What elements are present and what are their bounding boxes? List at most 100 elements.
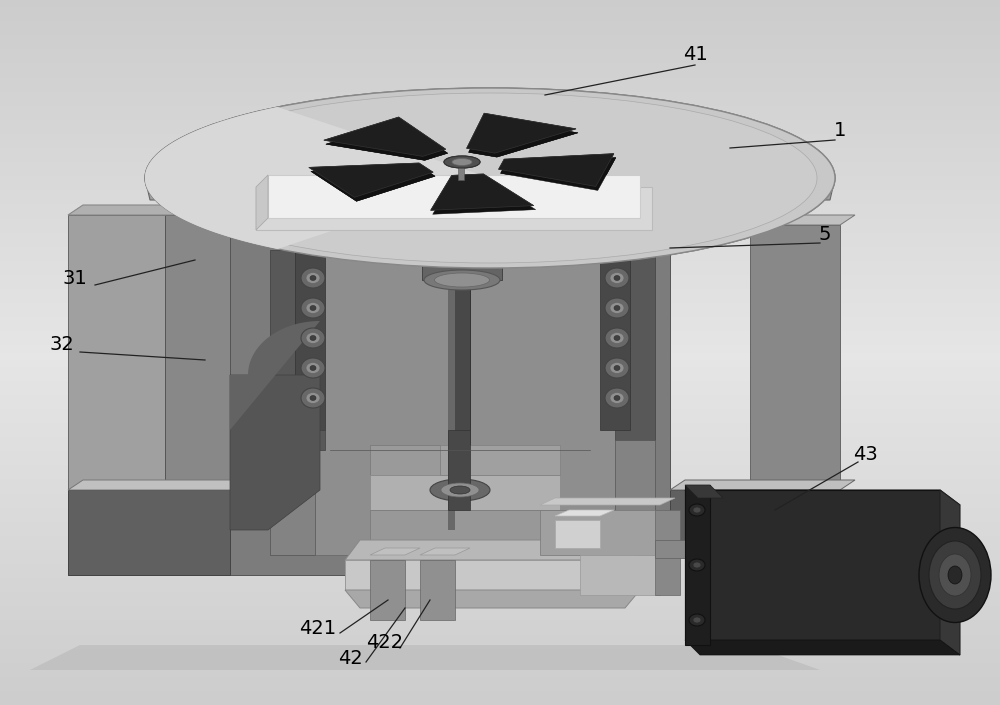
Ellipse shape	[306, 333, 320, 343]
Bar	[0, 261, 1000, 268]
Bar	[455, 200, 459, 218]
Ellipse shape	[605, 358, 629, 378]
Ellipse shape	[610, 362, 624, 374]
Bar	[0, 127, 1000, 134]
Polygon shape	[145, 178, 835, 200]
Bar	[0, 233, 1000, 240]
Bar	[0, 35, 1000, 42]
Polygon shape	[555, 510, 614, 516]
Bar	[0, 247, 1000, 254]
Bar	[0, 529, 1000, 536]
Polygon shape	[324, 117, 446, 157]
Bar	[0, 360, 1000, 367]
Bar	[0, 557, 1000, 564]
Ellipse shape	[310, 336, 316, 341]
Polygon shape	[311, 167, 435, 202]
Bar	[0, 289, 1000, 296]
Bar	[0, 578, 1000, 585]
Polygon shape	[469, 117, 578, 157]
Bar	[0, 268, 1000, 275]
Bar	[0, 430, 1000, 437]
Ellipse shape	[450, 486, 470, 494]
Ellipse shape	[301, 298, 325, 318]
Polygon shape	[309, 163, 433, 197]
Bar	[0, 7, 1000, 14]
Bar	[0, 99, 1000, 106]
Bar	[0, 120, 1000, 127]
Bar	[0, 282, 1000, 289]
Polygon shape	[268, 175, 640, 218]
Polygon shape	[68, 205, 765, 215]
Bar	[0, 21, 1000, 28]
Polygon shape	[270, 440, 315, 555]
Bar	[0, 303, 1000, 310]
Bar	[0, 148, 1000, 155]
Bar	[0, 536, 1000, 543]
Polygon shape	[370, 560, 405, 620]
Bar	[0, 663, 1000, 670]
Ellipse shape	[163, 93, 817, 263]
Bar	[0, 204, 1000, 212]
Polygon shape	[324, 117, 446, 157]
Polygon shape	[670, 490, 840, 545]
Polygon shape	[501, 158, 616, 190]
Bar	[0, 684, 1000, 691]
Bar	[0, 56, 1000, 63]
Text: 42: 42	[338, 649, 362, 668]
Bar	[0, 416, 1000, 423]
Bar	[0, 515, 1000, 522]
Bar	[0, 169, 1000, 176]
Bar	[0, 472, 1000, 479]
Polygon shape	[685, 485, 710, 645]
Polygon shape	[370, 510, 560, 540]
Polygon shape	[256, 187, 652, 230]
Bar	[0, 691, 1000, 698]
Ellipse shape	[919, 527, 991, 623]
Bar	[0, 134, 1000, 141]
Bar	[0, 381, 1000, 388]
Bar	[0, 162, 1000, 169]
Polygon shape	[448, 220, 470, 530]
Polygon shape	[615, 250, 655, 440]
Bar	[458, 160, 464, 180]
Ellipse shape	[145, 88, 835, 268]
Ellipse shape	[444, 156, 480, 168]
Bar	[0, 106, 1000, 113]
Polygon shape	[295, 252, 325, 430]
Bar	[0, 310, 1000, 317]
Bar	[0, 592, 1000, 599]
Text: 5: 5	[819, 226, 831, 245]
Polygon shape	[230, 375, 320, 530]
Bar	[0, 338, 1000, 345]
Ellipse shape	[610, 302, 624, 314]
Bar	[0, 296, 1000, 303]
Bar	[0, 620, 1000, 627]
Ellipse shape	[434, 273, 490, 287]
Ellipse shape	[163, 93, 817, 263]
Bar	[0, 606, 1000, 613]
Ellipse shape	[693, 562, 701, 568]
Bar	[463, 195, 467, 213]
Ellipse shape	[306, 273, 320, 283]
Ellipse shape	[689, 614, 705, 626]
Polygon shape	[370, 548, 420, 555]
Bar	[0, 49, 1000, 56]
Ellipse shape	[301, 358, 325, 378]
Bar	[0, 571, 1000, 578]
Bar	[0, 543, 1000, 550]
Ellipse shape	[310, 396, 316, 400]
Bar	[0, 0, 1000, 7]
Bar	[0, 92, 1000, 99]
Bar	[470, 200, 474, 218]
Ellipse shape	[614, 336, 620, 341]
Bar	[0, 388, 1000, 395]
Ellipse shape	[301, 328, 325, 348]
Ellipse shape	[301, 268, 325, 288]
Bar	[0, 331, 1000, 338]
Bar	[0, 522, 1000, 529]
Polygon shape	[670, 480, 855, 490]
Polygon shape	[555, 520, 600, 548]
Bar	[0, 14, 1000, 21]
Bar	[0, 479, 1000, 486]
Ellipse shape	[301, 388, 325, 408]
